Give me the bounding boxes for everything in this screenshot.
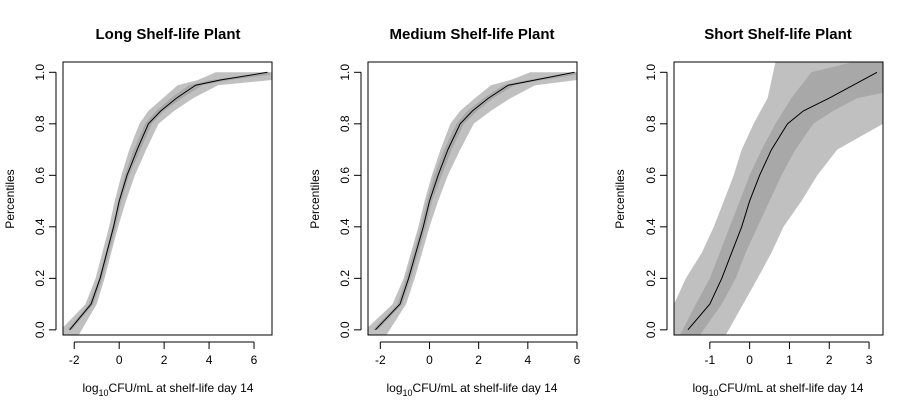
y-tick-label: 0.2 xyxy=(33,270,47,287)
y-tick-label: 0.6 xyxy=(338,167,352,184)
x-tick-label: 0 xyxy=(426,353,433,367)
plot-frame xyxy=(673,61,884,336)
median-line xyxy=(687,71,878,331)
plot-clip xyxy=(674,62,883,335)
y-tick-label: 1.0 xyxy=(33,64,47,81)
panel-long-shelf-life: Long Shelf-life Plant -2 0 2 4 6 0.00.20.40.… xyxy=(3,26,273,398)
x-tick-label: 2 xyxy=(161,353,168,367)
x-tick-label: 4 xyxy=(206,353,213,367)
y-tick-label: 0.6 xyxy=(33,167,47,184)
x-axis: -2 0 2 4 6 xyxy=(375,341,581,367)
y-axis-label: Percentiles xyxy=(308,169,322,228)
plot-frame xyxy=(62,61,273,336)
y-tick-label: 0.8 xyxy=(33,115,47,132)
x-tick-label: 2 xyxy=(475,353,482,367)
x-tick-label: 0 xyxy=(746,353,753,367)
plot-area xyxy=(674,62,883,335)
panel-title: Long Shelf-life Plant xyxy=(96,26,241,43)
y-tick-label: 0.0 xyxy=(644,321,658,338)
y-axis: 0.0 0.2 0.4 0.6 0.8 1.0 xyxy=(33,64,57,338)
y-tick-label: 0.2 xyxy=(338,270,352,287)
outer-percentile-band xyxy=(63,72,272,335)
outer-percentile-band xyxy=(368,72,577,335)
y-tick-label: 0.6 xyxy=(644,167,658,184)
y-axis: 0.0 0.2 0.4 0.6 0.8 1.0 xyxy=(644,64,668,338)
x-tick-label: -1 xyxy=(704,353,715,367)
y-tick-label: 0.4 xyxy=(338,218,352,235)
x-axis: -1 0 1 2 3 xyxy=(704,341,873,367)
y-tick-label: 1.0 xyxy=(338,64,352,81)
x-axis-label-unit: CFU/mL at shelf-life day 14 xyxy=(719,381,864,395)
x-axis-label-prefix: log xyxy=(83,381,99,395)
x-tick-label: 2 xyxy=(826,353,833,367)
y-axis: 0.0 0.2 0.4 0.6 0.8 1.0 xyxy=(338,64,362,338)
plot-frame xyxy=(367,61,578,336)
y-tick-label: 0.4 xyxy=(33,218,47,235)
x-tick-label: 6 xyxy=(251,353,258,367)
y-tick-label: 1.0 xyxy=(644,64,658,81)
median-line xyxy=(69,71,268,331)
x-tick-label: 6 xyxy=(574,353,581,367)
y-tick-label: 0.8 xyxy=(338,115,352,132)
y-tick-label: 0.0 xyxy=(33,321,47,338)
panel-short-shelf-life: Short Shelf-life Plant -1 0 1 2 3 0.00.20.40… xyxy=(613,26,884,398)
y-axis-label: Percentiles xyxy=(3,169,17,228)
plot-area xyxy=(63,71,272,335)
x-tick-label: 0 xyxy=(116,353,123,367)
panel-title: Medium Shelf-life Plant xyxy=(389,26,554,43)
y-tick-label: 0.8 xyxy=(644,115,658,132)
y-tick-label: 0.4 xyxy=(644,218,658,235)
x-axis-label: log10CFU/mL at shelf-life day 14 xyxy=(83,381,254,398)
x-axis-label-subscript: 10 xyxy=(403,388,413,398)
median-line xyxy=(375,71,575,331)
x-tick-label: 1 xyxy=(786,353,793,367)
y-tick-label: 0.0 xyxy=(338,321,352,338)
y-tick-label: 0.2 xyxy=(644,270,658,287)
plot-clip xyxy=(368,71,577,335)
x-axis-label-subscript: 10 xyxy=(99,388,109,398)
x-axis-label-prefix: log xyxy=(387,381,403,395)
x-tick-label: 4 xyxy=(524,353,531,367)
panel-medium-shelf-life: Medium Shelf-life Plant -2 0 2 4 6 0.0 0.2 0.4… xyxy=(308,26,581,398)
x-axis: -2 0 2 4 6 xyxy=(69,341,258,367)
x-axis-label-unit: CFU/mL at shelf-life day 14 xyxy=(109,381,254,395)
x-tick-label: 3 xyxy=(866,353,873,367)
x-tick-label: -2 xyxy=(375,353,386,367)
x-axis-label-unit: CFU/mL at shelf-life day 14 xyxy=(413,381,558,395)
x-axis-label: log10CFU/mL at shelf-life day 14 xyxy=(693,381,864,398)
x-axis-label-prefix: log xyxy=(693,381,709,395)
panel-title: Short Shelf-life Plant xyxy=(704,26,852,43)
plot-clip xyxy=(63,71,272,335)
y-axis-label: Percentiles xyxy=(613,169,627,228)
plot-area xyxy=(368,71,577,335)
x-tick-label: -2 xyxy=(69,353,80,367)
x-axis-label-subscript: 10 xyxy=(709,388,719,398)
x-axis-label: log10CFU/mL at shelf-life day 14 xyxy=(387,381,558,398)
inner-percentile-band xyxy=(680,62,883,335)
